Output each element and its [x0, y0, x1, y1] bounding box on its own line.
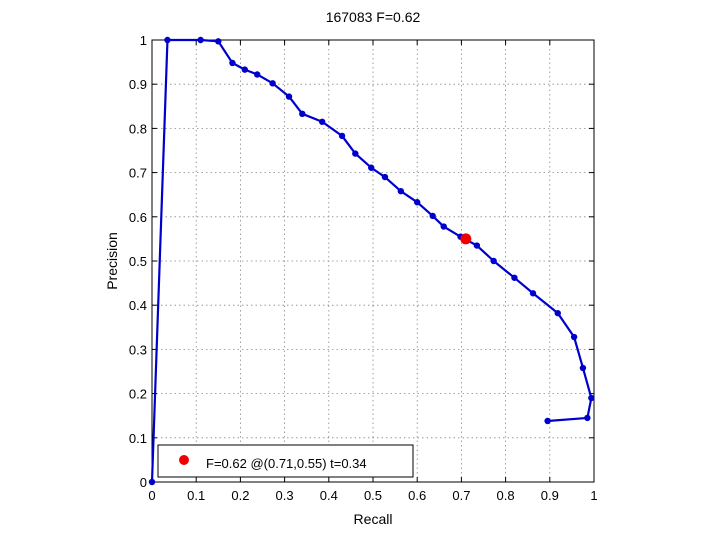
data-point [511, 274, 518, 281]
x-tick-label: 0.5 [364, 488, 382, 503]
data-point [588, 394, 595, 402]
x-tick-label: 0.3 [276, 488, 294, 503]
y-axis-ticks: 0 0.1 0.2 0.3 0.4 0.5 0.6 0.7 0.8 0.9 1 [129, 33, 594, 490]
data-point [269, 80, 276, 87]
data-point [544, 417, 551, 425]
data-point [579, 364, 587, 372]
legend-label: F=0.62 @(0.71,0.55) t=0.34 [206, 456, 367, 471]
data-point [338, 132, 346, 140]
y-tick-label: 0.8 [129, 121, 147, 136]
highlight-group [460, 233, 472, 245]
y-tick-label: 0.3 [129, 342, 147, 357]
y-tick-label: 0.2 [129, 387, 147, 402]
data-point [473, 242, 481, 249]
data-point [414, 199, 421, 206]
data-point [570, 333, 578, 341]
x-tick-label: 0.8 [497, 488, 515, 503]
best-f-point [460, 233, 472, 245]
x-tick-label: 0 [148, 488, 155, 503]
plot-area-frame [151, 39, 595, 483]
data-point [164, 36, 171, 44]
data-point [397, 187, 405, 195]
y-tick-label: 0.1 [129, 431, 147, 446]
y-axis-label: Precision [104, 232, 120, 290]
data-point [529, 290, 537, 297]
series-line [150, 38, 593, 483]
y-tick-label: 1 [140, 33, 147, 48]
legend: F=0.62 @(0.71,0.55) t=0.34 [157, 444, 414, 478]
y-tick-label: 0.7 [129, 166, 147, 181]
y-tick-label: 0.6 [129, 210, 147, 225]
series-group [148, 36, 595, 486]
x-tick-label: 0.4 [320, 488, 338, 503]
data-point [148, 478, 156, 486]
data-point [440, 223, 447, 230]
x-tick-label: 0.6 [408, 488, 426, 503]
data-point [229, 59, 236, 67]
y-tick-label: 0 [140, 475, 147, 490]
data-point [253, 71, 261, 78]
y-tick-label: 0.9 [129, 77, 147, 92]
data-point [381, 173, 389, 181]
x-tick-label: 0.2 [231, 488, 249, 503]
x-tick-label: 0.9 [541, 488, 559, 503]
x-tick-label: 0.1 [187, 488, 205, 503]
legend-box [157, 444, 414, 478]
data-point [584, 414, 591, 422]
data-point [318, 118, 326, 125]
legend-marker [179, 455, 189, 465]
data-point [429, 212, 436, 220]
x-tick-label: 0.7 [452, 488, 470, 503]
data-point [368, 164, 375, 171]
data-point [490, 257, 497, 265]
x-axis-ticks: 0 0.1 0.2 0.3 0.4 0.5 0.6 0.7 0.8 0.9 1 [148, 40, 598, 503]
data-point [554, 309, 561, 317]
chart-title: 167083 F=0.62 [326, 9, 421, 25]
y-tick-label: 0.4 [129, 298, 147, 313]
data-point [241, 66, 249, 73]
x-tick-label: 1 [590, 488, 597, 503]
data-point [299, 110, 306, 118]
y-tick-label: 0.5 [129, 254, 147, 269]
data-point [352, 150, 359, 157]
data-point [197, 36, 204, 44]
grid [152, 40, 594, 482]
data-point [215, 38, 222, 45]
data-point [285, 93, 293, 100]
x-axis-label: Recall [354, 511, 393, 527]
